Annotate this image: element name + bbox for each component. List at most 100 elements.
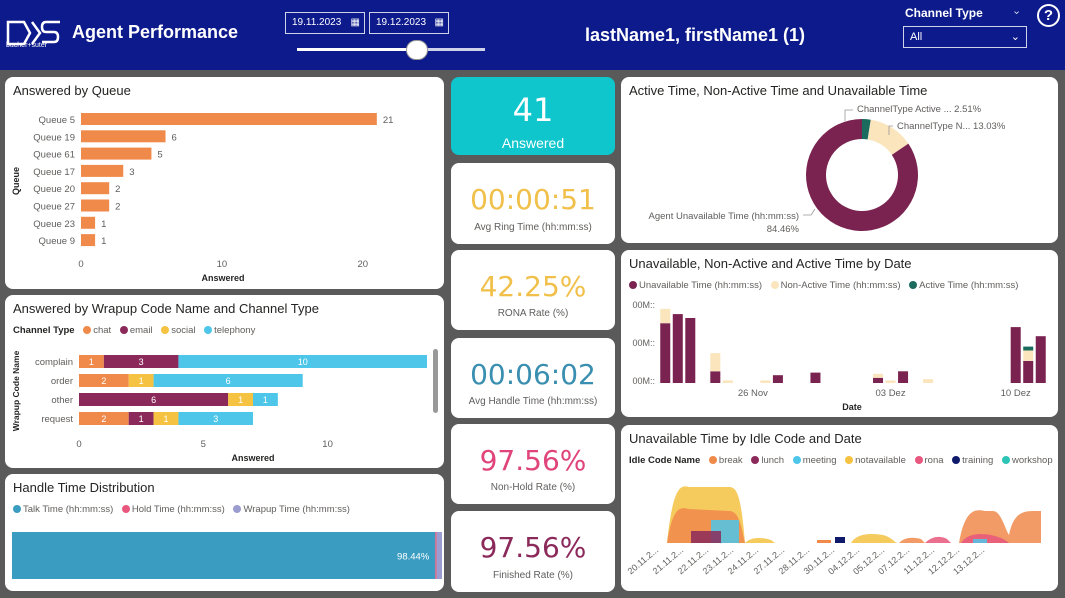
channel-type-select[interactable]: All ⌄ — [903, 26, 1027, 48]
legend-item-email[interactable]: email — [129, 325, 153, 336]
chevron-down-icon[interactable]: ⌄ — [1012, 5, 1022, 17]
kpi-answered-value: 41 — [512, 91, 554, 129]
queue-bar — [81, 199, 110, 212]
legend-dot — [204, 326, 213, 334]
kpi-rona-card: 42.25% RONA Rate (%) — [451, 250, 615, 330]
channel-type-label: Channel Type — [905, 6, 983, 20]
queue-data-label: 2 — [115, 202, 120, 213]
donut-slice — [806, 119, 918, 231]
legend-item-training[interactable]: training — [962, 455, 994, 466]
wrapup-y-axis-label: Wrapup Code Name — [11, 350, 21, 431]
help-icon[interactable]: ? — [1037, 4, 1060, 27]
date-range-slider-handle[interactable] — [406, 40, 429, 60]
legend-item-active[interactable]: Active Time (hh:mm:ss) — [919, 280, 1019, 291]
idle-area — [925, 536, 951, 543]
wrapup-data-label: 6 — [226, 376, 231, 386]
legend-item-notavailable[interactable]: notavailable — [855, 455, 906, 466]
legend-item-wrapup[interactable]: Wrapup Time (hh:mm:ss) — [243, 504, 350, 515]
queue-x-tick: 10 — [217, 259, 228, 270]
wrapup-data-label: 1 — [89, 357, 94, 367]
legend-item-meeting[interactable]: meeting — [802, 455, 837, 466]
wrapup-x-tick: 10 — [322, 439, 333, 450]
legend-item-hold[interactable]: Hold Time (hh:mm:ss) — [131, 504, 225, 515]
queue-bar — [81, 130, 166, 143]
date-bar-segment — [710, 371, 721, 383]
donut-label-active: ChannelType Active ... 2.51% — [857, 104, 982, 115]
queue-tick-label: Queue 27 — [33, 202, 75, 213]
legend-item-rona[interactable]: rona — [924, 455, 944, 466]
time-by-date-title: Unavailable, Non-Active and Active Time … — [629, 256, 912, 271]
wrapup-bar-segment — [228, 393, 253, 406]
date-bar-segment — [885, 380, 896, 383]
date-bar-segment — [672, 314, 683, 383]
legend-item-unavailable[interactable]: Unavailable Time (hh:mm:ss) — [639, 280, 763, 291]
scrollbar[interactable] — [433, 349, 438, 413]
queue-tick-label: Queue 23 — [33, 219, 75, 230]
legend-item-social[interactable]: social — [171, 325, 196, 336]
legend-item-workshop[interactable]: workshop — [1011, 455, 1053, 466]
kpi-nonhold-value: 97.56% — [479, 444, 587, 477]
legend-item-nonactive[interactable]: Non-Active Time (hh:mm:ss) — [780, 280, 901, 291]
legend-item-talk[interactable]: Talk Time (hh:mm:ss) — [23, 504, 114, 515]
donut-slice — [862, 119, 871, 140]
wrapup-tick-label: request — [41, 414, 73, 425]
queue-tick-label: Queue 5 — [39, 115, 75, 126]
legend-item-chat[interactable]: chat — [93, 325, 112, 336]
idle-code-chart: 20.11.2...21.11.2...22.11.2...23.11.2...… — [626, 486, 1041, 577]
queue-x-tick: 0 — [78, 259, 83, 270]
date-x-tick: 26 Nov — [738, 388, 768, 399]
time-donut-chart: ChannelType Active ... 2.51% ChannelType … — [649, 104, 1006, 235]
queue-data-label: 3 — [129, 167, 134, 178]
queue-data-label: 6 — [172, 132, 177, 143]
kpi-rona-label: RONA Rate (%) — [497, 308, 569, 319]
queue-x-tick: 20 — [357, 259, 368, 270]
queue-bar — [81, 113, 377, 125]
wrapup-bar-segment — [128, 412, 154, 425]
legend-dot — [914, 456, 923, 464]
date-range-slider-fill — [297, 48, 418, 51]
wrapup-bar-segment — [103, 355, 179, 368]
kpi-finished-label: Finished Rate (%) — [492, 570, 574, 581]
legend-dot — [233, 505, 242, 513]
legend-item-telephony[interactable]: telephony — [214, 325, 256, 336]
calendar-icon[interactable]: ▦ — [350, 17, 360, 28]
wrapup-data-label: 1 — [263, 395, 268, 405]
date-bar-segment — [772, 375, 783, 383]
start-date-input[interactable]: 19.11.2023 ▦ — [285, 12, 365, 34]
end-date-value: 19.12.2023 — [376, 17, 427, 28]
channel-type-value: All — [910, 31, 923, 43]
wrapup-data-label: 1 — [139, 414, 144, 424]
queue-tick-label: Queue 19 — [33, 132, 75, 143]
kpi-handle-label: Avg Handle Time (hh:mm:ss) — [468, 396, 598, 407]
date-bar-segment — [873, 373, 884, 378]
wrapup-bar-segment — [178, 412, 253, 425]
legend-item-break[interactable]: break — [718, 455, 743, 466]
date-x-tick: 03 Dez — [875, 388, 905, 399]
kpi-rona-value: 42.25% — [479, 270, 587, 303]
legend-dot — [792, 456, 801, 464]
wrapup-title: Answered by Wrapup Code Name and Channel… — [13, 301, 319, 316]
legend-item-lunch[interactable]: lunch — [761, 455, 785, 466]
end-date-input[interactable]: 19.12.2023 ▦ — [369, 12, 449, 34]
wrapup-bar-segment — [79, 412, 129, 425]
queue-bar — [81, 147, 152, 160]
wrapup-bar-segment — [79, 393, 229, 406]
date-bar-segment — [1023, 346, 1034, 351]
legend-dot — [952, 456, 961, 464]
legend-dot — [1001, 456, 1010, 464]
kpi-answered-label: Answered — [501, 135, 565, 151]
chevron-down-icon: ⌄ — [1010, 31, 1020, 43]
wrapup-tick-label: order — [51, 376, 73, 387]
idle-code-card: Unavailable Time by Idle Code and Date I… — [621, 425, 1058, 591]
calendar-icon[interactable]: ▦ — [434, 17, 444, 28]
donut-leader-line — [844, 109, 853, 121]
legend-dot — [83, 326, 92, 334]
date-bar-segment — [1023, 360, 1034, 383]
queue-y-axis-label: Queue — [11, 167, 21, 195]
idle-area — [691, 531, 721, 543]
legend-dot — [629, 281, 637, 289]
page-title: Agent Performance — [72, 22, 239, 42]
queue-x-axis-label: Answered — [201, 273, 244, 283]
